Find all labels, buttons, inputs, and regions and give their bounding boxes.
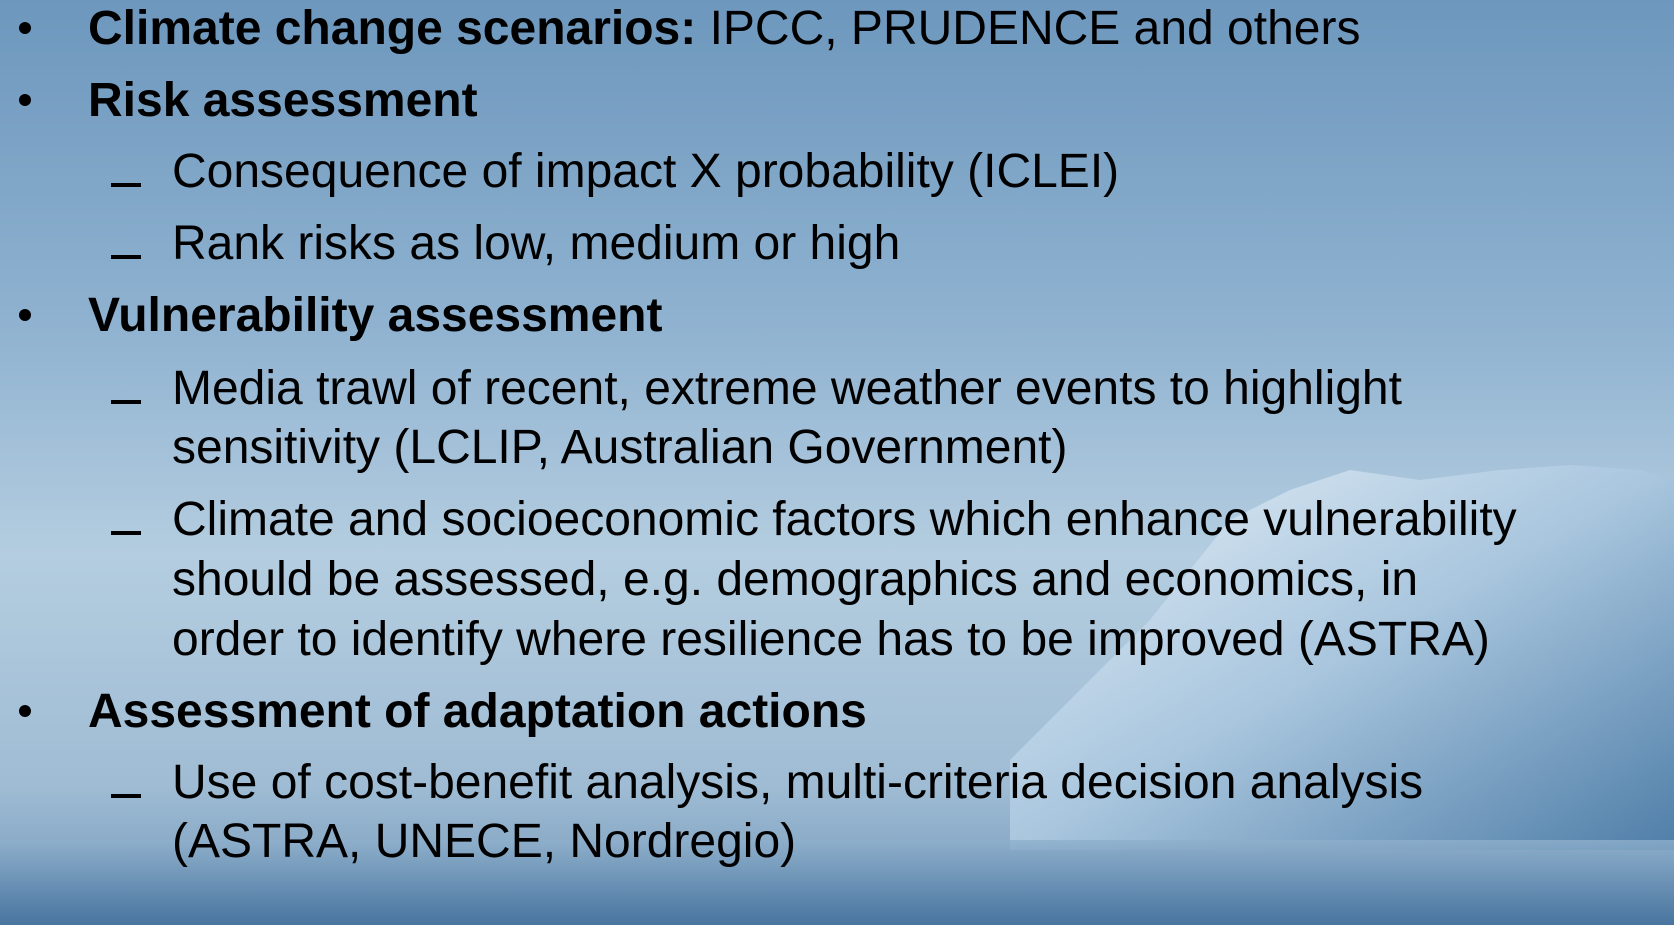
subitem-line: should be assessed, e.g. demographics an… [172, 553, 1418, 606]
subitem-line: (ASTRA, UNECE, Nordregio) [172, 815, 796, 868]
bullet [19, 309, 31, 321]
bullet [19, 705, 31, 717]
item-text: IPCC, PRUDENCE and others [710, 2, 1361, 55]
item-label: Assessment of adaptation actions [88, 685, 867, 738]
dash [111, 183, 141, 187]
dash [111, 794, 141, 798]
subitem-line: Use of cost-benefit analysis, multi-crit… [172, 756, 1423, 809]
item-label: Climate change scenarios: [88, 2, 696, 55]
subitem-line: sensitivity (LCLIP, Australian Governmen… [172, 421, 1068, 474]
bullet [19, 22, 31, 34]
subitem-line: Rank risks as low, medium or high [172, 217, 900, 270]
dash [111, 255, 141, 259]
page: Climate change scenarios: IPCC, PRUDENCE… [0, 0, 1674, 925]
item-label: Vulnerability assessment [88, 289, 662, 342]
item: Climate change scenarios: IPCC, PRUDENCE… [88, 2, 1360, 55]
subitem-line: Consequence of impact X probability (ICL… [172, 145, 1119, 198]
slide: Climate change scenarios: IPCC, PRUDENCE… [0, 0, 1674, 925]
item-label: Risk assessment [88, 74, 478, 127]
dash [111, 531, 141, 535]
subitem-line: order to identify where resilience has t… [172, 613, 1490, 666]
subitem-line: Media trawl of recent, extreme weather e… [172, 362, 1402, 415]
subitem-line: Climate and socioeconomic factors which … [172, 493, 1517, 546]
dash [111, 400, 141, 404]
bullet [19, 94, 31, 106]
